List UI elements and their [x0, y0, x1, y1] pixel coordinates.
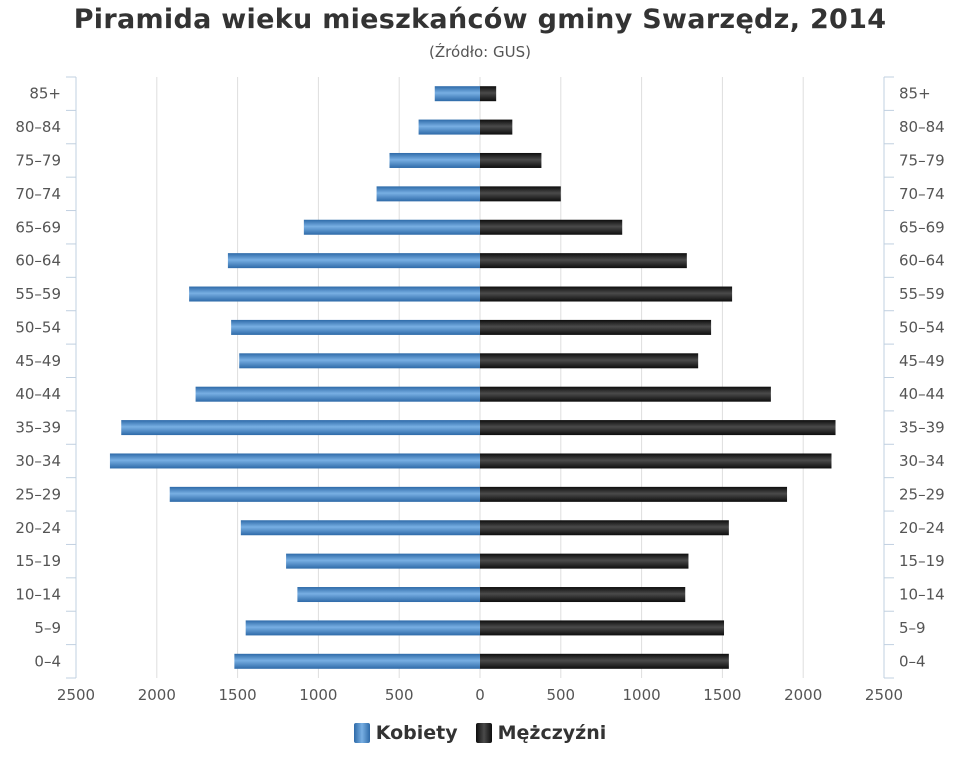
category-label-right: 80–84	[899, 118, 945, 136]
bar-female[interactable]	[121, 420, 481, 436]
x-tick-label: 2500	[865, 686, 903, 704]
category-label-left: 60–64	[15, 252, 61, 270]
x-tick-label: 500	[546, 686, 575, 704]
legend-item-female[interactable]: Kobiety	[353, 722, 458, 744]
category-label-left: 80–84	[15, 118, 61, 136]
bar-male[interactable]	[480, 286, 733, 302]
bar-female[interactable]	[231, 319, 480, 335]
category-label-right: 30–34	[899, 452, 945, 470]
x-tick-label: 2000	[784, 686, 822, 704]
legend-label-male: Mężczyźni	[497, 722, 607, 744]
bar-female[interactable]	[169, 486, 480, 502]
category-label-right: 45–49	[899, 352, 945, 370]
bar-female[interactable]	[189, 286, 480, 302]
category-label-right: 10–14	[899, 586, 945, 604]
bar-male[interactable]	[480, 353, 699, 369]
legend-swatch-male	[475, 723, 492, 743]
category-label-left: 65–69	[15, 218, 61, 236]
bar-male[interactable]	[480, 420, 836, 436]
category-label-left: 45–49	[15, 352, 61, 370]
category-label-right: 0–4	[899, 652, 926, 670]
bar-male[interactable]	[480, 587, 686, 603]
category-label-left: 25–29	[15, 485, 61, 503]
category-label-left: 50–54	[15, 318, 61, 336]
grid-lines	[156, 77, 804, 678]
bar-male[interactable]	[480, 152, 542, 168]
bar-male[interactable]	[480, 453, 832, 469]
chart-title: Piramida wieku mieszkańców gminy Swarzęd…	[73, 4, 887, 35]
category-label-right: 65–69	[899, 218, 945, 236]
category-label-right: 15–19	[899, 552, 945, 570]
category-label-left: 15–19	[15, 552, 61, 570]
axes: 2500 2000 1500 1000 500 0 500 1000 1500 2000 2500 8…	[15, 76, 945, 704]
bar-female[interactable]	[297, 587, 480, 603]
category-label-right: 50–54	[899, 318, 945, 336]
legend-label-female: Kobiety	[375, 722, 458, 744]
bar-female[interactable]	[234, 653, 480, 669]
category-label-left: 75–79	[15, 151, 61, 169]
bar-female[interactable]	[286, 553, 480, 569]
x-tick-label: 1500	[219, 686, 257, 704]
x-tick-label: 2000	[138, 686, 176, 704]
category-label-right: 35–39	[899, 419, 945, 437]
bar-male[interactable]	[480, 520, 729, 536]
category-label-left: 40–44	[15, 385, 61, 403]
category-label-left: 85+	[29, 85, 61, 103]
bar-female[interactable]	[389, 152, 480, 168]
bar-male[interactable]	[480, 253, 687, 269]
category-label-right: 60–64	[899, 252, 945, 270]
bar-male[interactable]	[480, 386, 771, 402]
bar-female[interactable]	[303, 219, 480, 235]
bar-male[interactable]	[480, 219, 623, 235]
category-label-left: 70–74	[15, 185, 61, 203]
bar-female[interactable]	[418, 119, 480, 135]
category-label-left: 20–24	[15, 519, 61, 537]
bar-male[interactable]	[480, 319, 712, 335]
category-label-right: 40–44	[899, 385, 945, 403]
bar-female[interactable]	[227, 253, 480, 269]
category-label-left: 55–59	[15, 285, 61, 303]
category-label-right: 55–59	[899, 285, 945, 303]
bar-female[interactable]	[240, 520, 480, 536]
category-label-right: 20–24	[899, 519, 945, 537]
x-tick-label: 1500	[703, 686, 741, 704]
category-label-left: 35–39	[15, 419, 61, 437]
bar-female[interactable]	[434, 86, 480, 102]
bar-male[interactable]	[480, 553, 689, 569]
bars	[109, 86, 836, 669]
bar-female[interactable]	[376, 186, 480, 202]
bar-female[interactable]	[195, 386, 481, 402]
category-label-right: 85+	[899, 85, 931, 103]
category-label-right: 5–9	[899, 619, 926, 637]
x-tick-label: 1000	[299, 686, 337, 704]
legend-item-male[interactable]: Mężczyźni	[475, 722, 607, 744]
bar-female[interactable]	[109, 453, 480, 469]
bar-female[interactable]	[245, 620, 480, 636]
category-label-left: 5–9	[34, 619, 61, 637]
category-label-right: 75–79	[899, 151, 945, 169]
bar-male[interactable]	[480, 620, 725, 636]
category-label-left: 30–34	[15, 452, 61, 470]
bar-male[interactable]	[480, 486, 788, 502]
category-label-left: 0–4	[34, 652, 61, 670]
chart-subtitle: (Źródło: GUS)	[429, 43, 531, 61]
x-tick-label: 1000	[623, 686, 661, 704]
bar-male[interactable]	[480, 119, 513, 135]
bar-male[interactable]	[480, 86, 497, 102]
x-tick-label: 0	[475, 686, 485, 704]
category-label-right: 70–74	[899, 185, 945, 203]
category-label-right: 25–29	[899, 485, 945, 503]
legend: Kobiety Mężczyźni	[0, 722, 960, 744]
bar-male[interactable]	[480, 653, 729, 669]
bar-male[interactable]	[480, 186, 561, 202]
legend-swatch-female	[353, 723, 370, 743]
category-label-left: 10–14	[15, 586, 61, 604]
bar-female[interactable]	[239, 353, 480, 369]
x-tick-label: 500	[385, 686, 414, 704]
x-tick-label: 2500	[57, 686, 95, 704]
